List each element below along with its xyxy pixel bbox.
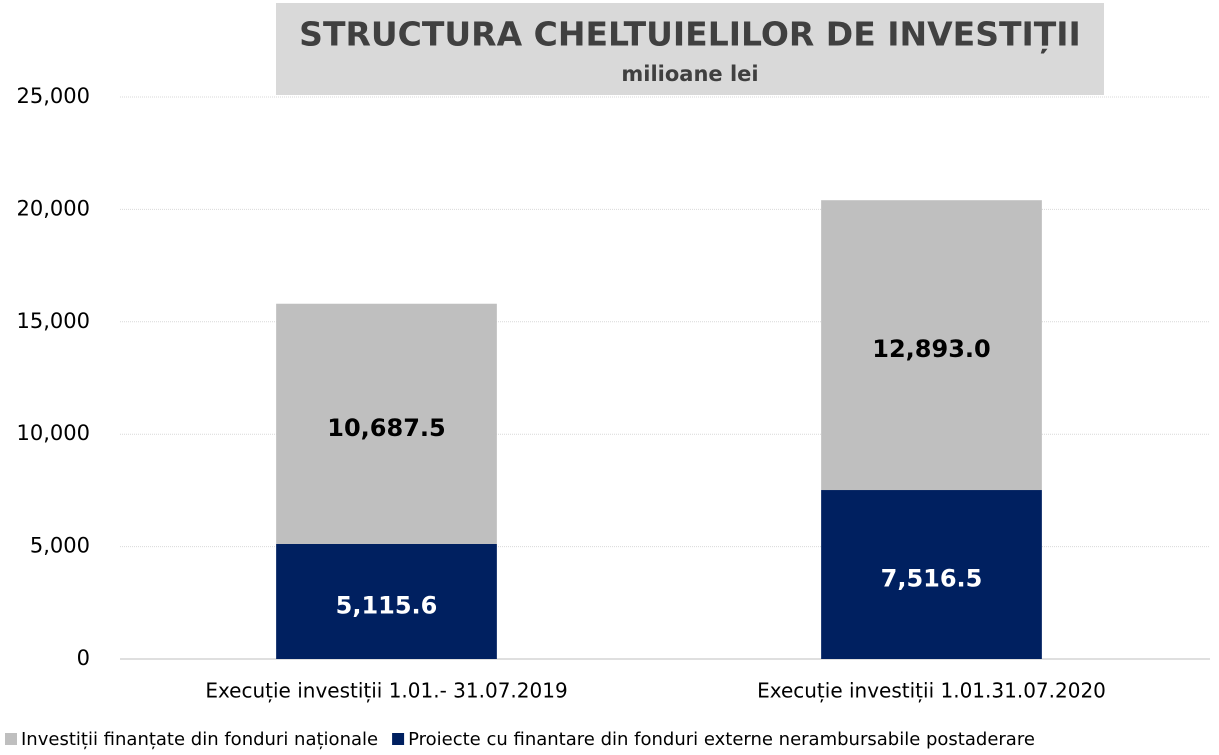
legend-swatch xyxy=(5,733,17,745)
bar-segment xyxy=(276,544,497,659)
x-tick-label: Execuție investiții 1.01.- 31.07.2019 xyxy=(205,679,567,703)
x-tick-label: Execuție investiții 1.01.31.07.2020 xyxy=(757,679,1106,703)
value-label: 7,516.5 xyxy=(881,565,983,593)
chart-title: STRUCTURA CHELTUIELILOR DE INVESTIȚII xyxy=(299,15,1081,54)
value-label: 5,115.6 xyxy=(336,592,438,620)
bar-segment xyxy=(821,200,1042,491)
y-tick-label: 15,000 xyxy=(17,309,90,333)
y-tick-label: 25,000 xyxy=(17,84,90,108)
y-tick-label: 0 xyxy=(77,646,90,670)
bar-segment xyxy=(821,490,1042,659)
legend-label: Investiții finanțate din fonduri naționa… xyxy=(21,729,378,750)
title-box xyxy=(276,3,1104,95)
value-label: 10,687.5 xyxy=(327,414,445,442)
chart-subtitle: milioane lei xyxy=(621,62,758,86)
value-label: 12,893.0 xyxy=(872,335,990,363)
y-tick-label: 10,000 xyxy=(17,421,90,445)
y-tick-label: 5,000 xyxy=(30,534,90,558)
legend-label: Proiecte cu finantare din fonduri extern… xyxy=(408,729,1035,750)
legend-swatch xyxy=(392,733,405,745)
bar-segment xyxy=(276,303,497,545)
y-tick-label: 20,000 xyxy=(17,196,90,220)
